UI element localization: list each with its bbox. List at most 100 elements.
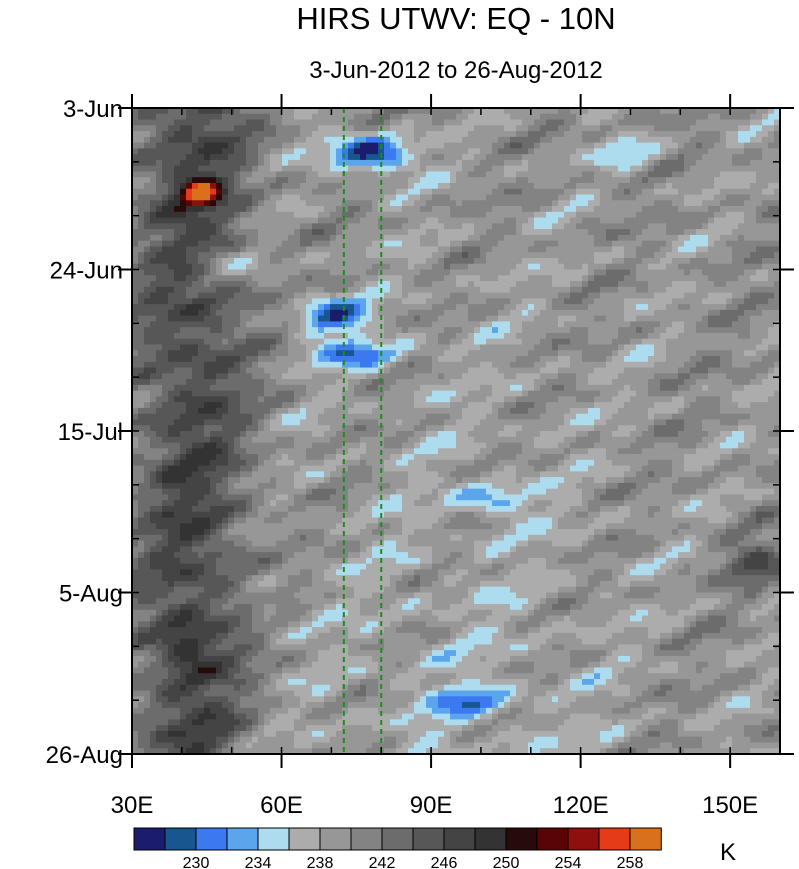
- field-cell: [300, 142, 307, 149]
- field-cell: [672, 125, 679, 132]
- field-cell: [546, 234, 553, 242]
- field-cell: [654, 113, 661, 121]
- field-cell: [696, 217, 703, 224]
- field-cell: [510, 136, 517, 144]
- field-cell: [546, 304, 553, 311]
- field-cell: [456, 246, 463, 253]
- field-cell: [588, 361, 595, 369]
- field-cell: [714, 125, 721, 132]
- field-cell: [762, 229, 769, 236]
- field-cell: [528, 304, 535, 311]
- field-cell: [408, 269, 415, 276]
- field-cell: [522, 361, 529, 369]
- field-cell: [264, 234, 271, 242]
- field-cell: [606, 165, 613, 173]
- field-cell: [198, 113, 205, 121]
- field-cell: [246, 332, 253, 340]
- field-cell: [438, 200, 445, 207]
- field-cell: [660, 286, 667, 294]
- field-cell: [444, 240, 451, 248]
- field-cell: [354, 154, 361, 161]
- field-cell: [504, 263, 511, 271]
- field-cell: [600, 142, 607, 149]
- field-cell: [720, 338, 727, 346]
- field-cell: [294, 211, 301, 219]
- field-cell: [426, 211, 433, 219]
- field-cell: [636, 257, 643, 265]
- field-cell: [540, 240, 547, 248]
- field-cell: [726, 304, 733, 311]
- field-cell: [498, 119, 505, 126]
- field-cell: [558, 188, 565, 196]
- field-cell: [270, 309, 277, 317]
- field-cell: [768, 361, 775, 369]
- field-cell: [246, 206, 253, 213]
- field-cell: [744, 350, 751, 357]
- field-cell: [714, 327, 721, 334]
- field-cell: [174, 252, 181, 259]
- field-cell: [240, 315, 247, 323]
- field-cell: [702, 125, 709, 132]
- field-cell: [582, 246, 589, 253]
- field-cell: [618, 327, 625, 334]
- field-cell: [330, 142, 337, 149]
- field-cell: [168, 263, 175, 271]
- field-cell: [690, 338, 697, 346]
- field-cell: [330, 252, 337, 259]
- field-cell: [648, 159, 655, 167]
- field-cell: [426, 194, 433, 201]
- field-cell: [300, 113, 307, 121]
- field-cell: [276, 356, 283, 363]
- field-cell: [216, 269, 223, 276]
- field-cell: [492, 309, 499, 317]
- field-cell: [372, 257, 379, 265]
- field-cell: [282, 350, 289, 357]
- field-cell: [420, 154, 427, 161]
- field-cell: [678, 263, 685, 271]
- field-cell: [768, 269, 775, 276]
- field-cell: [408, 367, 415, 374]
- field-cell: [420, 182, 427, 190]
- field-cell: [384, 315, 391, 323]
- field-cell: [222, 344, 229, 351]
- field-cell: [654, 165, 661, 173]
- field-cell: [372, 350, 379, 357]
- field-cell: [162, 332, 169, 340]
- field-cell: [360, 108, 367, 115]
- field-cell: [330, 211, 337, 219]
- field-cell: [348, 252, 355, 259]
- field-cell: [132, 252, 139, 259]
- field-cell: [390, 304, 397, 311]
- field-cell: [666, 275, 673, 282]
- field-cell: [678, 194, 685, 201]
- field-cell: [630, 125, 637, 132]
- field-cell: [510, 177, 517, 184]
- field-cell: [198, 309, 205, 317]
- field-cell: [624, 142, 631, 149]
- field-cell: [354, 275, 361, 282]
- field-cell: [330, 131, 337, 138]
- field-cell: [696, 350, 703, 357]
- field-cell: [552, 136, 559, 144]
- field-cell: [666, 125, 673, 132]
- field-cell: [306, 361, 313, 369]
- field-cell: [180, 304, 187, 311]
- field-cell: [696, 240, 703, 248]
- field-cell: [456, 177, 463, 184]
- field-cell: [258, 344, 265, 351]
- field-cell: [156, 275, 163, 282]
- field-cell: [144, 154, 151, 161]
- field-cell: [642, 269, 649, 276]
- field-cell: [654, 298, 661, 305]
- field-cell: [264, 108, 271, 115]
- field-cell: [624, 200, 631, 207]
- field-cell: [306, 194, 313, 201]
- field-cell: [456, 321, 463, 328]
- field-cell: [606, 315, 613, 323]
- field-cell: [534, 292, 541, 299]
- field-cell: [462, 246, 469, 253]
- field-cell: [486, 356, 493, 363]
- field-cell: [666, 165, 673, 173]
- field-cell: [258, 165, 265, 173]
- field-cell: [744, 281, 751, 288]
